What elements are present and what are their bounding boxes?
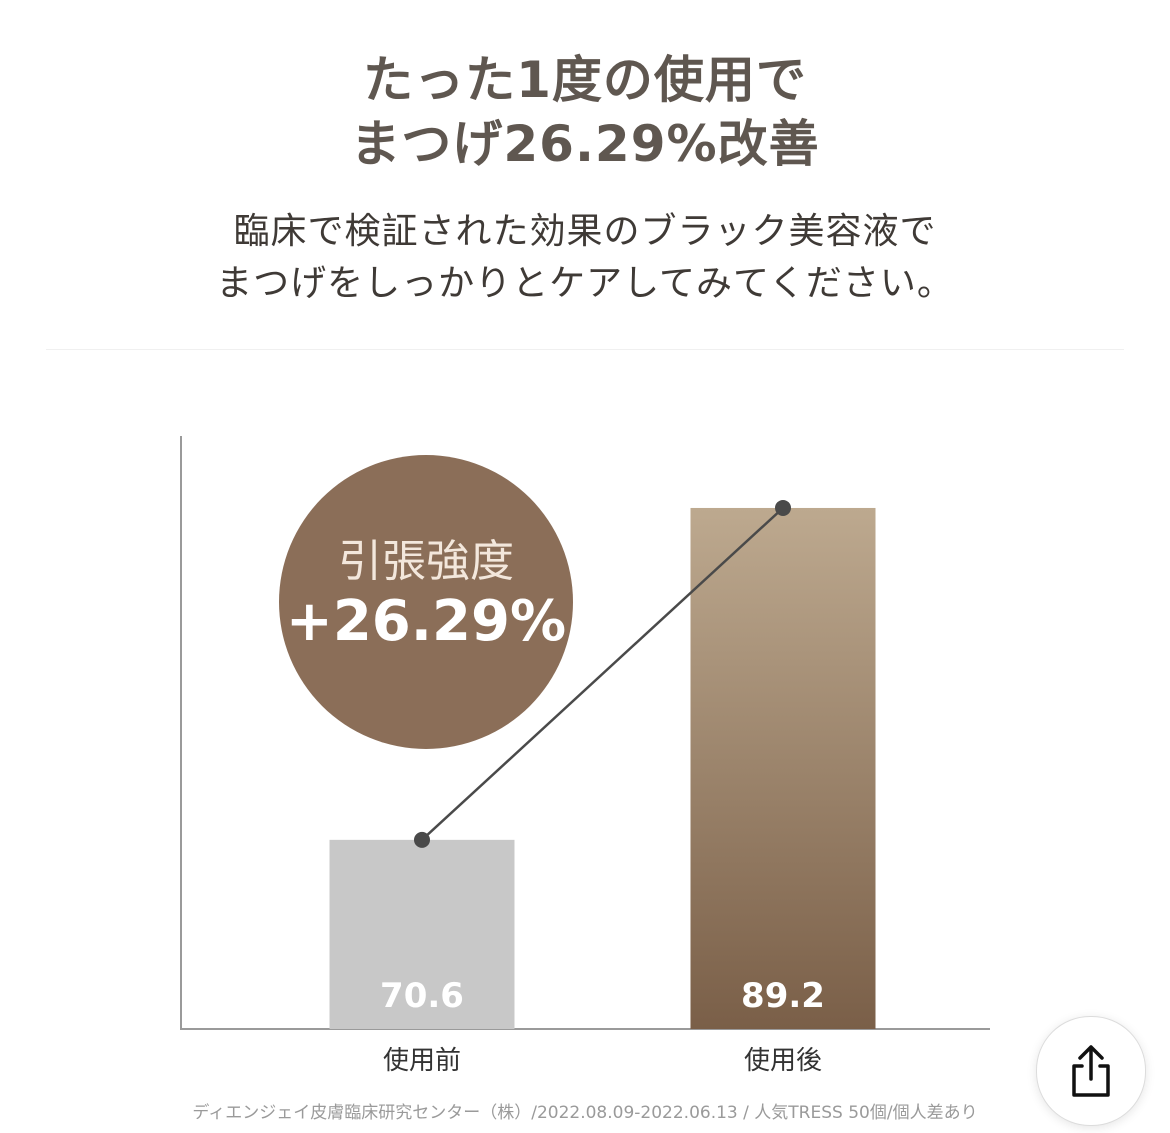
bar-value-label-after: 89.2 <box>741 976 825 1016</box>
source-note: ディエンジェイ皮膚臨床研究センター（株）/2022.08.09-2022.06.… <box>192 1103 978 1123</box>
trend-point-after <box>775 499 791 516</box>
headline-line-2: まつげ26.29%改善 <box>350 115 820 173</box>
category-label-before: 使用前 <box>383 1046 461 1076</box>
trend-point-before <box>414 831 430 848</box>
badge-label: 引張強度 <box>338 536 514 587</box>
bar-chart: 引張強度 +26.29% 70.6 89.2 使用前 使用後 <box>180 436 990 1076</box>
divider <box>46 349 1124 350</box>
bar-before <box>329 839 515 1029</box>
category-label-after: 使用後 <box>744 1046 822 1076</box>
badge-circle <box>279 455 573 749</box>
trend-line <box>421 507 784 841</box>
share-icon <box>1072 1045 1110 1097</box>
share-button[interactable] <box>1036 1016 1146 1126</box>
badge-value: +26.29% <box>286 589 566 654</box>
bar-after <box>690 507 876 1029</box>
bar-value-label-before: 70.6 <box>380 976 464 1016</box>
subtext-line-2: まつげをしっかりとケアしてみてください。 <box>216 263 954 304</box>
headline-line-1: たった1度の使用で <box>363 51 807 109</box>
subtext-line-1: 臨床で検証された効果のブラック美容液で <box>233 211 937 252</box>
headline: たった1度の使用で まつげ26.29%改善 <box>0 48 1170 176</box>
subtext: 臨床で検証された効果のブラック美容液で まつげをしっかりとケアしてみてください。 <box>0 206 1170 310</box>
